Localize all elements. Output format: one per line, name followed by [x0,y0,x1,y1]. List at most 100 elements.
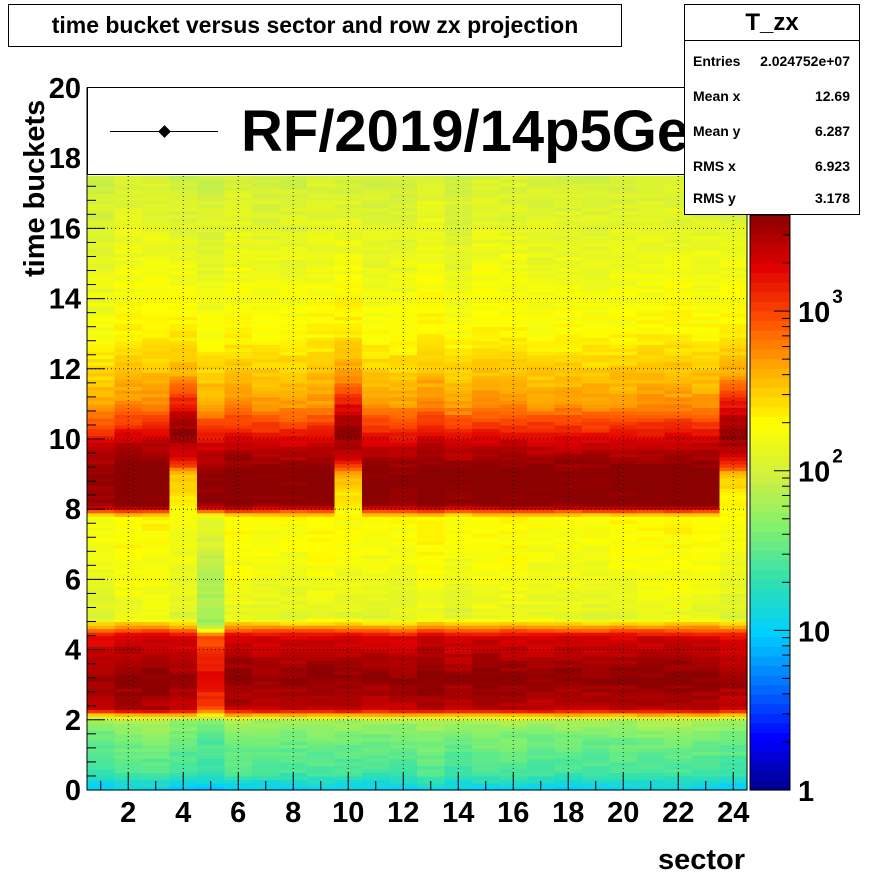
heatmap-cell [87,456,116,461]
heatmap-cell [252,681,281,686]
heatmap-cell [362,193,391,198]
heatmap-cell [279,379,308,384]
heatmap-cell [417,333,446,338]
heatmap-cell [252,702,281,707]
heatmap-cell [582,544,611,549]
heatmap-cell [719,589,748,595]
heatmap-cell [114,716,143,721]
heatmap-cell [692,274,721,279]
heatmap-cell [417,502,446,507]
heatmap-cell [114,733,143,738]
heatmap-cell [637,182,666,187]
heatmap-cell [279,649,308,654]
heatmap-cell [114,495,143,500]
heatmap-cell [692,705,721,710]
heatmap-cell [389,632,418,637]
heatmap-cell [582,435,611,440]
heatmap-cell [252,653,281,658]
heatmap-cell [142,621,171,626]
heatmap-cell [114,323,143,328]
heatmap-cell [87,175,116,180]
heatmap-cell [279,477,308,482]
heatmap-cell [389,305,418,310]
heatmap-cell [444,252,473,258]
heatmap-cell [472,274,501,279]
heatmap-cell [169,288,198,293]
heatmap-cell [252,684,281,689]
heatmap-cell [417,691,446,696]
heatmap-cell [252,677,281,682]
heatmap-cell [444,259,473,265]
heatmap-cell [444,512,473,517]
heatmap-cell [499,481,528,486]
heatmap-cell [554,463,583,468]
heatmap-cell [692,221,721,226]
heatmap-cell [609,610,638,616]
heatmap-cell [719,421,748,426]
heatmap-cell [417,681,446,686]
heatmap-cell [307,263,336,268]
heatmap-cell [582,625,611,630]
heatmap-cell [307,354,336,359]
heatmap-cell [197,259,226,265]
heatmap-cell [472,210,501,215]
heatmap-cell [582,561,611,566]
legend-entry: RF/2019/14p5GeV [241,99,728,164]
heatmap-cell [169,396,198,401]
heatmap-cell [307,498,336,503]
heatmap-cell [252,417,281,423]
heatmap-cell [197,456,226,461]
heatmap-cell [664,393,693,398]
heatmap-cell [362,709,391,714]
heatmap-cell [692,526,721,531]
heatmap-cell [87,453,116,458]
heatmap-cell [307,439,336,444]
heatmap-cell [444,544,473,549]
heatmap-cell [692,474,721,479]
heatmap-cell [637,221,666,226]
heatmap-cell [389,768,418,774]
heatmap-cell [169,189,198,194]
heatmap-cell [334,309,363,314]
heatmap-cell [197,439,226,444]
heatmap-cell [499,533,528,538]
heatmap-cell [307,460,336,465]
heatmap-cell [334,568,363,573]
heatmap-cell [664,740,693,745]
heatmap-cell [279,267,308,272]
heatmap-cell [169,424,198,430]
heatmap-cell [499,737,528,742]
heatmap-cell [87,589,116,595]
color-scale-segment [750,397,790,408]
heatmap-cell [444,632,473,637]
heatmap-cell [527,372,556,377]
heatmap-cell [444,523,473,528]
heatmap-cell [609,723,638,728]
heatmap-cell [664,761,693,767]
heatmap-cell [472,670,501,675]
heatmap-cell [472,446,501,451]
heatmap-cell [307,340,336,345]
heatmap-cell [279,203,308,208]
heatmap-cell [307,372,336,377]
heatmap-cell [609,519,638,524]
heatmap-cell [307,642,336,647]
heatmap-cell [582,488,611,493]
heatmap-cell [417,196,446,201]
heatmap-cell [197,323,226,328]
heatmap-cell [499,347,528,352]
heatmap-cell [417,238,446,244]
heatmap-cell [197,330,226,335]
heatmap-cell [142,737,171,742]
heatmap-cell [527,509,556,514]
heatmap-cell [197,628,226,633]
heatmap-cell [582,403,611,409]
heatmap-cell [499,259,528,265]
heatmap-cell [637,372,666,377]
heatmap-cell [389,277,418,282]
heatmap-cell [334,340,363,345]
heatmap-cell [307,582,336,588]
heatmap-cell [664,593,693,598]
heatmap-cell [362,428,391,433]
heatmap-cell [664,565,693,570]
